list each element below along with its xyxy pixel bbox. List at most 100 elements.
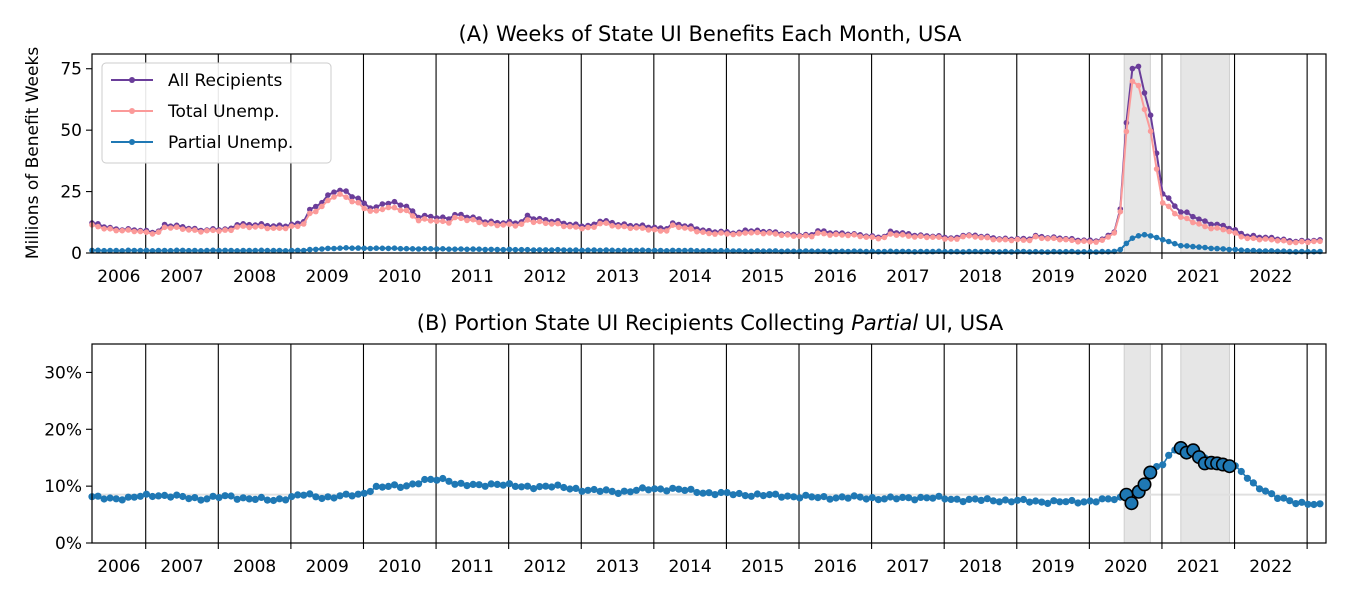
data-point (917, 493, 925, 501)
data-point (591, 247, 597, 253)
data-point (1063, 248, 1069, 255)
data-point (246, 247, 253, 254)
data-point (415, 480, 423, 488)
data-point (548, 483, 556, 491)
data-point (95, 223, 101, 230)
data-point (204, 247, 210, 254)
data-point (615, 247, 622, 254)
data-point (222, 247, 228, 254)
data-point (1008, 249, 1015, 255)
data-point (367, 208, 374, 214)
data-point (361, 245, 368, 252)
x-tick-label: 2008 (233, 557, 276, 577)
data-point (119, 227, 125, 234)
x-tick-label: 2019 (1031, 267, 1074, 287)
data-point (1178, 209, 1184, 215)
data-point (700, 229, 706, 235)
data-point (1075, 239, 1081, 245)
data-point (790, 493, 798, 501)
data-point (730, 231, 736, 238)
data-point (682, 225, 688, 231)
data-point (1129, 78, 1136, 85)
data-point (1123, 128, 1130, 135)
data-point (142, 490, 150, 498)
x-tick-label: 2008 (233, 267, 276, 287)
data-point (1196, 244, 1202, 250)
data-point (372, 482, 380, 490)
data-point (959, 498, 967, 506)
data-point (1020, 237, 1027, 243)
data-point (113, 227, 119, 234)
data-point (239, 494, 247, 502)
data-point (506, 221, 513, 227)
data-point (373, 245, 380, 251)
data-point (469, 480, 477, 488)
legend-box (101, 62, 332, 164)
x-tick-label: 2020 (1104, 557, 1147, 577)
data-point (688, 247, 694, 254)
data-point (978, 248, 984, 255)
data-point (427, 246, 434, 252)
data-point (464, 246, 470, 253)
data-point (440, 246, 446, 252)
data-point (1135, 63, 1142, 70)
data-point (318, 494, 326, 503)
data-point (173, 224, 180, 230)
data-point (136, 492, 144, 500)
x-tick-label: 2009 (306, 557, 349, 577)
data-point (747, 492, 755, 500)
data-point (1292, 500, 1300, 508)
data-point (802, 491, 810, 499)
data-point (470, 246, 476, 252)
data-point (209, 492, 217, 500)
data-point (874, 496, 883, 504)
data-point (996, 237, 1003, 243)
data-point (820, 493, 828, 501)
data-point (1238, 247, 1245, 253)
data-point (960, 249, 966, 255)
panel-b-chart: (B) Portion State UI Recipients Collecti… (44, 311, 1327, 577)
data-point (101, 247, 107, 254)
x-tick-label: 2017 (886, 557, 929, 577)
data-point (1165, 238, 1172, 245)
data-point (930, 234, 936, 240)
data-point (839, 232, 845, 238)
data-point (1110, 496, 1118, 504)
data-point (349, 245, 355, 251)
data-point (403, 203, 410, 210)
data-point (699, 489, 707, 497)
data-point (198, 229, 204, 235)
data-point (149, 231, 156, 237)
x-tick-label: 2019 (1031, 557, 1074, 577)
data-point (1086, 497, 1094, 505)
data-point (457, 479, 465, 487)
data-point (397, 245, 404, 252)
data-point (596, 487, 604, 495)
data-point (366, 487, 374, 496)
data-point (227, 492, 235, 500)
data-point (627, 247, 634, 254)
data-point (270, 225, 277, 231)
highlighted-point (1124, 496, 1139, 511)
data-point (500, 246, 507, 253)
data-point (621, 247, 628, 254)
data-point (131, 247, 138, 254)
data-point (1178, 242, 1184, 249)
panel-a-frame (91, 53, 1327, 254)
data-point (1208, 221, 1214, 228)
data-point (639, 247, 646, 253)
data-point (1008, 237, 1015, 244)
data-point (481, 482, 489, 490)
data-point (669, 222, 676, 228)
highlighted-point (1222, 459, 1237, 474)
data-point (838, 493, 846, 501)
data-point (524, 217, 531, 223)
data-point (1172, 210, 1178, 217)
x-tick-label: 2012 (523, 267, 566, 287)
data-point (542, 220, 549, 227)
data-point (688, 226, 694, 232)
data-point (718, 230, 724, 236)
data-point (251, 495, 259, 503)
data-point (1026, 237, 1033, 244)
x-tick-label: 2012 (523, 557, 566, 577)
